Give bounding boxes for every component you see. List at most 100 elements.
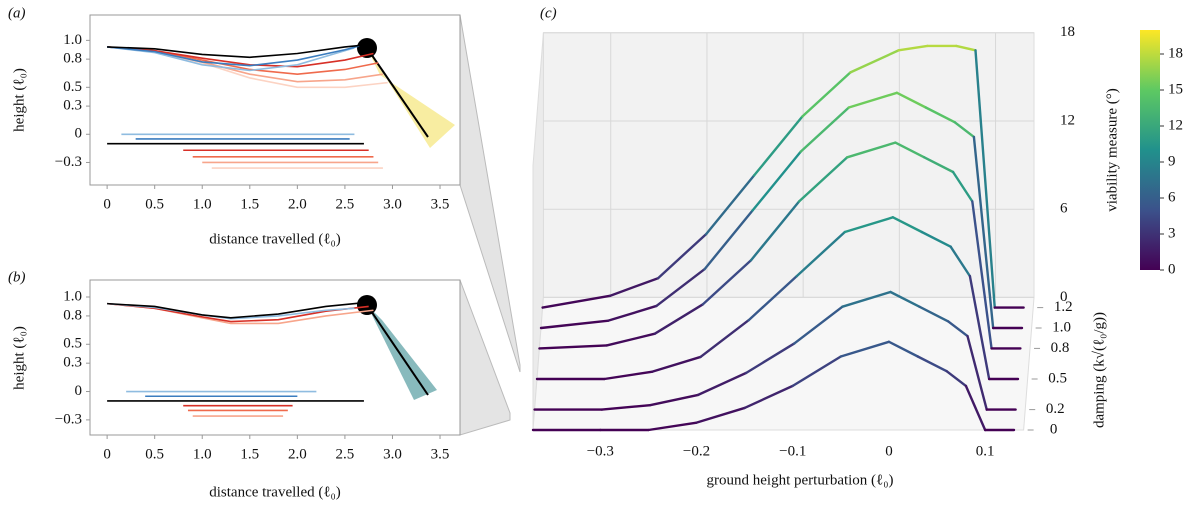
line-segment xyxy=(653,303,705,335)
line-segment xyxy=(541,294,612,309)
x-tick-label: 3.0 xyxy=(383,196,402,212)
x-tick-label: 0 xyxy=(103,446,111,462)
x-tick-label: 0.5 xyxy=(145,196,164,212)
y-tick-label: 0.3 xyxy=(63,355,82,371)
y-axis-label: height (ℓ₀) xyxy=(11,68,27,132)
colorbar-tick-label: 6 xyxy=(1168,189,1176,205)
y-axis-label: damping (k√(ℓ₀/g)) xyxy=(1091,312,1107,428)
colorbar-tick-label: 12 xyxy=(1168,117,1183,133)
x-tick-label: 0.5 xyxy=(145,446,164,462)
line-segment xyxy=(849,49,900,74)
line-segment xyxy=(704,174,756,236)
line-segment xyxy=(953,120,976,139)
line-segment xyxy=(751,150,802,212)
x-tick-label: 2.5 xyxy=(336,446,355,462)
colorbar-tick-label: 0 xyxy=(1168,261,1176,277)
y-tick-label: −0.3 xyxy=(55,411,82,427)
line-segment xyxy=(964,384,987,432)
x-axis-label: distance travelled (ℓ₀) xyxy=(209,231,341,247)
line-segment xyxy=(648,393,700,407)
line-segment xyxy=(897,44,929,52)
x-tick-label: 1.0 xyxy=(193,196,212,212)
y-tick-label: 0.2 xyxy=(1046,401,1065,417)
x-tick-label: 2.5 xyxy=(336,196,355,212)
line-segment xyxy=(799,106,851,153)
line xyxy=(107,301,365,319)
colorbar xyxy=(1140,30,1160,270)
line-segment xyxy=(608,277,660,298)
y-tick-label: 0.5 xyxy=(63,79,82,95)
z-tick-label: 0 xyxy=(1060,289,1068,305)
x-tick-label: 2.0 xyxy=(288,446,307,462)
line-segment xyxy=(539,319,610,330)
x-tick-label: 0 xyxy=(885,443,893,459)
z-tick-label: 18 xyxy=(1060,24,1075,40)
line xyxy=(107,302,355,320)
body-mass xyxy=(357,38,377,58)
line xyxy=(107,46,355,72)
line-segment xyxy=(656,232,708,280)
line-segment xyxy=(847,91,899,109)
line-segment xyxy=(951,170,974,203)
line-segment xyxy=(605,332,657,347)
x-tick-label: 1.5 xyxy=(240,446,259,462)
line-segment xyxy=(945,370,968,388)
line-segment xyxy=(791,355,843,388)
x-tick-label: 2.0 xyxy=(288,196,307,212)
z-tick-label: 6 xyxy=(1060,201,1068,217)
line-segment xyxy=(701,259,753,306)
line-segment xyxy=(747,274,798,322)
panel-label: (a) xyxy=(8,5,26,21)
x-tick-label: 3.5 xyxy=(431,446,450,462)
y-tick-label: 1.0 xyxy=(63,32,82,48)
y-tick-label: −0.3 xyxy=(55,154,82,170)
line-segment xyxy=(843,216,895,234)
x-tick-label: 1.0 xyxy=(193,446,212,462)
y-tick-label: 1.0 xyxy=(63,288,82,304)
colorbar-tick-label: 15 xyxy=(1168,81,1183,97)
line-segment xyxy=(949,245,972,278)
x-axis-label: ground height perturbation (ℓ₀) xyxy=(707,472,894,488)
colorbar-tick-label: 3 xyxy=(1168,225,1176,241)
line-segment xyxy=(916,355,948,373)
line-segment xyxy=(887,340,919,358)
line-segment xyxy=(895,91,927,109)
line-segment xyxy=(924,106,956,124)
line-segment xyxy=(603,370,654,381)
line-segment xyxy=(971,200,993,350)
line-segment xyxy=(699,319,750,359)
line-segment xyxy=(972,135,995,330)
colorbar-tick-label: 18 xyxy=(1168,45,1183,61)
y-tick-label: 0.3 xyxy=(63,98,82,114)
line-segment xyxy=(974,49,996,309)
line-segment xyxy=(846,141,897,159)
line xyxy=(107,302,369,323)
leg xyxy=(366,304,429,396)
line-segment xyxy=(743,384,794,410)
x-tick-label: 1.5 xyxy=(240,196,259,212)
line xyxy=(107,46,374,68)
x-tick-label: −0.1 xyxy=(779,443,806,459)
line-segment xyxy=(753,115,804,177)
y-tick-label: 1.0 xyxy=(1052,319,1071,335)
line-segment xyxy=(891,216,923,234)
panel-label: (c) xyxy=(540,5,557,21)
line-segment xyxy=(795,230,847,278)
line-segment xyxy=(841,290,892,308)
y-tick-label: 0.5 xyxy=(1048,370,1067,386)
y-tick-label: 1.2 xyxy=(1054,299,1073,315)
line-segment xyxy=(797,156,849,203)
line-segment xyxy=(647,421,698,432)
line-segment xyxy=(920,230,952,248)
x-tick-label: −0.3 xyxy=(587,443,614,459)
line xyxy=(107,45,360,67)
x-tick-label: 0 xyxy=(103,196,111,212)
line-segment xyxy=(600,403,652,411)
x-tick-label: 3.5 xyxy=(431,196,450,212)
line-segment xyxy=(793,305,844,345)
x-tick-label: 3.0 xyxy=(383,446,402,462)
line-segment xyxy=(918,305,950,323)
y-tick-label: 0 xyxy=(75,126,83,142)
y-tick-label: 0.8 xyxy=(1051,340,1070,356)
